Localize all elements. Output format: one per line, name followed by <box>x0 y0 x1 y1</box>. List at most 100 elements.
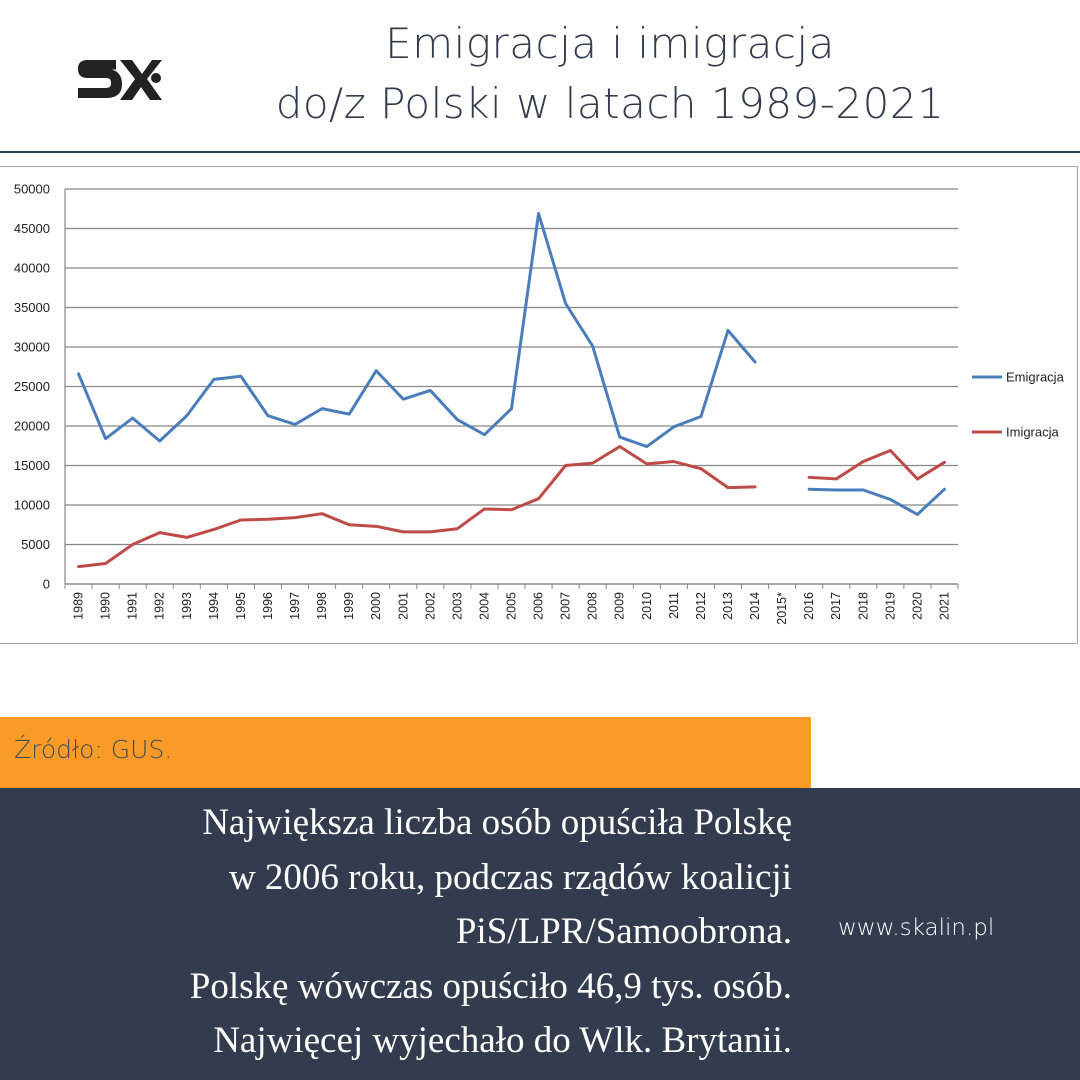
series-line-emigracja <box>77 211 757 449</box>
y-tick-label: 25000 <box>14 379 50 394</box>
data-point-emigracja <box>889 498 892 501</box>
x-tick-label: 1989 <box>72 592 86 620</box>
series-line-emigracja <box>807 487 946 516</box>
x-tick-label: 2000 <box>369 592 383 620</box>
data-point-emigracja <box>943 488 946 491</box>
x-tick-label: 1990 <box>99 592 113 620</box>
data-point-imigracja <box>429 530 432 534</box>
data-point-emigracja <box>131 416 134 420</box>
y-tick-label: 40000 <box>14 261 50 276</box>
y-tick-label: 15000 <box>14 458 50 473</box>
data-point-imigracja <box>77 565 80 568</box>
data-point-emigracja <box>239 375 243 378</box>
data-point-emigracja <box>293 423 297 426</box>
x-tick-label: 2002 <box>423 592 437 620</box>
data-point-imigracja <box>104 562 107 565</box>
data-point-imigracja <box>131 543 134 546</box>
data-point-emigracja <box>862 488 865 492</box>
data-point-imigracja <box>347 523 351 526</box>
data-point-emigracja <box>916 513 919 516</box>
x-tick-label: 2005 <box>505 592 519 620</box>
data-point-imigracja <box>402 530 405 534</box>
data-point-imigracja <box>699 467 703 470</box>
data-point-emigracja <box>185 414 188 417</box>
title-line-2: do/z Polski w latach 1989-2021 <box>275 79 945 128</box>
x-tick-label: 2011 <box>667 592 681 619</box>
y-tick-label: 10000 <box>14 498 50 513</box>
series-line-imigracja <box>77 445 757 569</box>
data-point-emigracja <box>402 397 405 401</box>
x-tick-label: 2001 <box>396 592 410 620</box>
data-point-emigracja <box>591 345 594 348</box>
x-tick-label: 2021 <box>937 592 951 620</box>
data-point-emigracja <box>347 412 351 416</box>
x-tick-label: 2006 <box>532 592 546 620</box>
x-tick-label: 2003 <box>450 592 464 620</box>
x-tick-label: 1991 <box>126 592 140 620</box>
data-point-imigracja <box>266 518 270 521</box>
data-point-emigracja <box>104 437 107 440</box>
x-tick-label: 2019 <box>883 592 897 620</box>
y-tick-label: 20000 <box>14 419 50 434</box>
data-point-imigracja <box>483 507 486 511</box>
x-tick-label: 2008 <box>586 592 600 620</box>
logo-letter-s <box>78 60 122 98</box>
data-point-imigracja <box>564 464 567 467</box>
caption-text: Największa liczba osób opuściła Polskę w… <box>40 796 792 1069</box>
data-point-imigracja <box>807 476 811 479</box>
data-point-emigracja <box>158 439 161 443</box>
data-point-imigracja <box>158 531 161 534</box>
data-point-emigracja <box>835 488 838 492</box>
x-tick-label: 2004 <box>477 592 491 620</box>
data-point-imigracja <box>510 508 513 511</box>
source-bar: Źródło: GUS. <box>0 717 811 788</box>
x-tick-label: 1996 <box>261 592 275 620</box>
website-link[interactable]: www.skalin.pl <box>838 915 995 941</box>
x-tick-label: 2018 <box>856 592 870 620</box>
data-point-imigracja <box>456 527 459 530</box>
x-tick-label: 2017 <box>829 592 843 620</box>
data-point-emigracja <box>510 407 513 410</box>
data-point-emigracja <box>212 378 216 381</box>
data-point-imigracja <box>672 460 676 463</box>
data-point-imigracja <box>862 460 865 463</box>
legend-label: Emigracja <box>1006 370 1065 385</box>
chart-container: 0 5000 10000 15000 20000 25000 30000 35000 40000… <box>0 166 1078 644</box>
x-tick-label: 2016 <box>802 592 816 620</box>
data-point-emigracja <box>483 433 486 436</box>
data-point-imigracja <box>835 477 838 481</box>
data-point-imigracja <box>753 485 757 489</box>
data-point-emigracja <box>672 425 676 428</box>
x-tick-label: 1997 <box>288 592 302 620</box>
data-point-imigracja <box>320 512 324 515</box>
data-point-emigracja <box>429 389 432 392</box>
y-tick-label: 0 <box>43 577 50 592</box>
data-point-imigracja <box>239 518 243 522</box>
data-point-emigracja <box>726 329 730 332</box>
x-tick-label: 1993 <box>180 592 194 620</box>
page-title: Emigracja i imigracja do/z Polski w lata… <box>180 14 1040 134</box>
header-divider <box>0 151 1080 153</box>
data-point-imigracja <box>916 477 919 481</box>
data-point-emigracja <box>320 407 324 410</box>
x-tick-label: 2020 <box>910 592 924 620</box>
data-point-emigracja <box>266 414 270 417</box>
x-tick-label: 1999 <box>342 592 356 620</box>
legend-label: Imigracja <box>1006 425 1060 440</box>
data-point-imigracja <box>293 516 297 519</box>
data-point-emigracja <box>807 488 811 491</box>
data-point-emigracja <box>456 418 459 421</box>
x-tick-label: 2009 <box>613 592 627 620</box>
caption-line: PiS/LPR/Samoobrona. <box>455 911 792 952</box>
data-point-imigracja <box>537 497 540 500</box>
brand-logo <box>78 60 162 100</box>
data-point-emigracja <box>618 435 621 439</box>
x-tick-label: 2010 <box>640 592 654 620</box>
line-chart: 0 5000 10000 15000 20000 25000 30000 35000 40000… <box>14 182 1065 625</box>
data-point-emigracja <box>645 445 649 448</box>
x-tick-label: 2007 <box>559 592 573 620</box>
x-tick-label: 1994 <box>207 592 221 620</box>
x-tick-label: 2015* <box>775 592 789 625</box>
caption-line: Największa liczba osób opuściła Polskę <box>202 802 792 843</box>
data-point-imigracja <box>618 445 621 448</box>
